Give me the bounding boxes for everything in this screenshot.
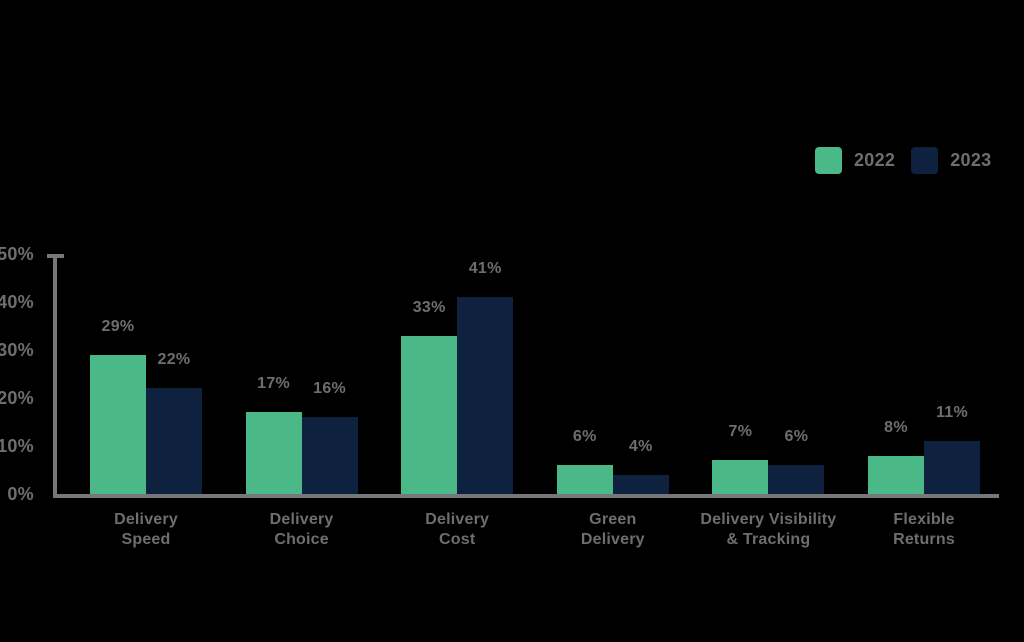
category-label-green-delivery: Green Delivery [580,511,645,548]
category-label-delivery-visibility-tracking: Delivery Visibility & Tracking [700,511,837,548]
category-label-delivery-choice: Delivery Choice [269,511,334,548]
legend-swatch-2023 [911,147,939,174]
bar-value-label: 11% [935,404,969,421]
bar-2022-delivery-choice: 17% [245,375,302,494]
bar-value-label: 41% [468,260,502,277]
bar-value-label: 16% [313,380,347,397]
bar-2022-green-delivery: 6% [556,428,613,494]
y-tick-label-50: 50% [0,244,34,264]
chart-legend: 2022 2023 [815,147,996,174]
bar-2023-flexible-returns: 11% [924,404,980,494]
y-tick-label-20: 20% [0,388,34,408]
bar-2023-delivery-cost: 41% [457,260,514,494]
legend-label-2022: 2022 [854,150,896,170]
bar-2023-delivery-speed: 22% [146,351,202,494]
bar-value-label: 17% [257,375,291,392]
y-tick-label-0: 0% [7,484,34,504]
bar-value-label: 6% [784,428,809,445]
bar-2022-delivery-speed: 29% [90,318,146,494]
legend-label-2023: 2023 [950,150,992,170]
category-label-delivery-cost: Delivery Cost [425,511,490,548]
legend-swatch-2022 [815,147,842,174]
bar-2023-green-delivery: 4% [612,438,669,494]
x-axis-line [53,494,999,498]
bar-value-label: 29% [101,318,135,335]
category-label-flexible-returns: Flexible Returns [893,511,955,548]
bar-value-label: 8% [884,419,908,436]
bar-value-label: 4% [628,438,653,455]
bar-value-label: 33% [412,299,446,316]
category-label-delivery-speed: Delivery Speed [114,511,178,548]
bar-2022-delivery-cost: 33% [401,299,458,494]
y-tick-label-40: 40% [0,292,34,312]
bar-value-label: 7% [728,423,753,440]
bar-2023-delivery-choice: 16% [301,380,358,494]
y-tick-label-30: 30% [0,340,34,360]
bar-value-label: 6% [572,428,597,445]
y-tick-label-10: 10% [0,436,34,456]
bar-2022-delivery-visibility-tracking: 7% [712,423,769,494]
bar-2023-delivery-visibility-tracking: 6% [768,428,825,494]
bar-value-label: 22% [157,351,191,368]
bar-2022-flexible-returns: 8% [868,419,924,494]
y-axis-line [53,254,57,498]
